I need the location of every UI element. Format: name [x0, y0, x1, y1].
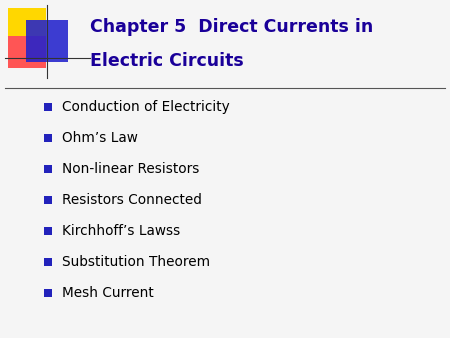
- Text: Mesh Current: Mesh Current: [62, 286, 154, 300]
- Bar: [44, 196, 52, 204]
- Bar: [44, 289, 52, 297]
- Text: Non-linear Resistors: Non-linear Resistors: [62, 162, 199, 176]
- Text: Resistors Connected: Resistors Connected: [62, 193, 202, 207]
- Bar: [8, 36, 46, 68]
- Text: Conduction of Electricity: Conduction of Electricity: [62, 100, 230, 114]
- Text: Kirchhoff’s Lawss: Kirchhoff’s Lawss: [62, 224, 180, 238]
- Bar: [44, 227, 52, 235]
- Text: Chapter 5  Direct Currents in: Chapter 5 Direct Currents in: [90, 18, 373, 36]
- Bar: [26, 20, 68, 62]
- Bar: [44, 165, 52, 173]
- Bar: [44, 134, 52, 142]
- Bar: [44, 103, 52, 111]
- Bar: [44, 258, 52, 266]
- Text: Ohm’s Law: Ohm’s Law: [62, 131, 138, 145]
- Text: Substitution Theorem: Substitution Theorem: [62, 255, 210, 269]
- Text: Electric Circuits: Electric Circuits: [90, 52, 244, 70]
- Bar: [8, 8, 46, 40]
